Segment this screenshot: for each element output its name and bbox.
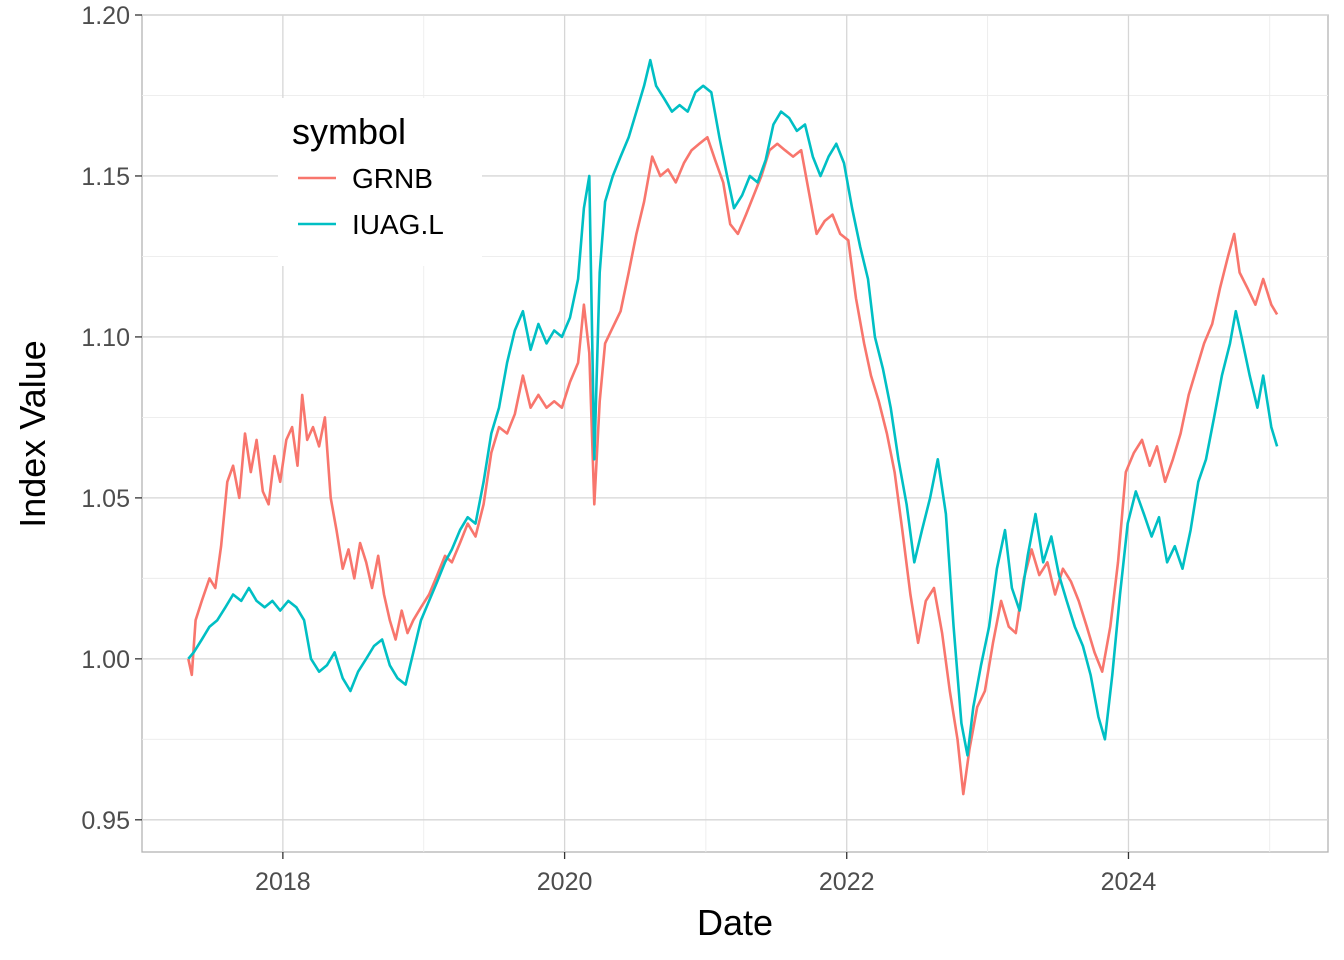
series-line-iuag-l: [187, 58, 1279, 757]
legend-label: IUAG.L: [352, 209, 444, 240]
y-tick-label: 1.00: [81, 646, 130, 674]
x-tick-label: 2022: [819, 868, 875, 896]
legend: symbol GRNB IUAG.L: [278, 98, 482, 266]
legend-background: [278, 98, 482, 266]
y-tick-label: 1.10: [81, 324, 130, 352]
y-tick-label: 1.05: [81, 485, 130, 513]
y-axis-title: Index Value: [12, 340, 53, 527]
y-tick-label: 0.95: [81, 807, 130, 835]
x-axis-title: Date: [697, 902, 773, 943]
series-line-grnb: [187, 136, 1279, 796]
legend-label: GRNB: [352, 163, 433, 194]
legend-title: symbol: [292, 111, 406, 152]
x-tick-label: 2020: [537, 868, 593, 896]
x-tick-label: 2024: [1101, 868, 1157, 896]
x-tick-label: 2018: [255, 868, 311, 896]
series-lines: [187, 58, 1279, 796]
x-axis-ticks: 2018 2020 2022 2024: [255, 852, 1156, 896]
y-tick-label: 1.15: [81, 163, 130, 191]
minor-gridlines: [142, 15, 1328, 852]
y-axis-ticks: 0.95 1.00 1.05 1.10 1.15 1.20: [81, 2, 142, 835]
legend-items: GRNB IUAG.L: [298, 163, 444, 240]
y-tick-label: 1.20: [81, 2, 130, 30]
